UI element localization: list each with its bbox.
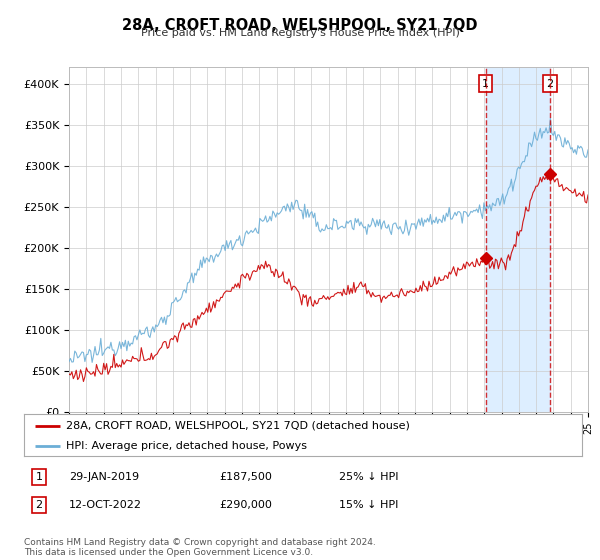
Text: 2: 2 bbox=[35, 500, 43, 510]
Text: Contains HM Land Registry data © Crown copyright and database right 2024.
This d: Contains HM Land Registry data © Crown c… bbox=[24, 538, 376, 557]
Text: 2: 2 bbox=[546, 78, 553, 88]
Text: £187,500: £187,500 bbox=[219, 472, 272, 482]
Text: 28A, CROFT ROAD, WELSHPOOL, SY21 7QD (detached house): 28A, CROFT ROAD, WELSHPOOL, SY21 7QD (de… bbox=[66, 421, 410, 431]
Text: £290,000: £290,000 bbox=[219, 500, 272, 510]
Text: 25% ↓ HPI: 25% ↓ HPI bbox=[339, 472, 398, 482]
Text: 28A, CROFT ROAD, WELSHPOOL, SY21 7QD: 28A, CROFT ROAD, WELSHPOOL, SY21 7QD bbox=[122, 18, 478, 33]
Bar bbox=[485, 67, 550, 412]
Text: 1: 1 bbox=[35, 472, 43, 482]
Text: 12-OCT-2022: 12-OCT-2022 bbox=[69, 500, 142, 510]
Text: 15% ↓ HPI: 15% ↓ HPI bbox=[339, 500, 398, 510]
Text: Price paid vs. HM Land Registry's House Price Index (HPI): Price paid vs. HM Land Registry's House … bbox=[140, 28, 460, 38]
Text: 29-JAN-2019: 29-JAN-2019 bbox=[69, 472, 139, 482]
Text: HPI: Average price, detached house, Powys: HPI: Average price, detached house, Powy… bbox=[66, 441, 307, 451]
Text: 1: 1 bbox=[482, 78, 489, 88]
